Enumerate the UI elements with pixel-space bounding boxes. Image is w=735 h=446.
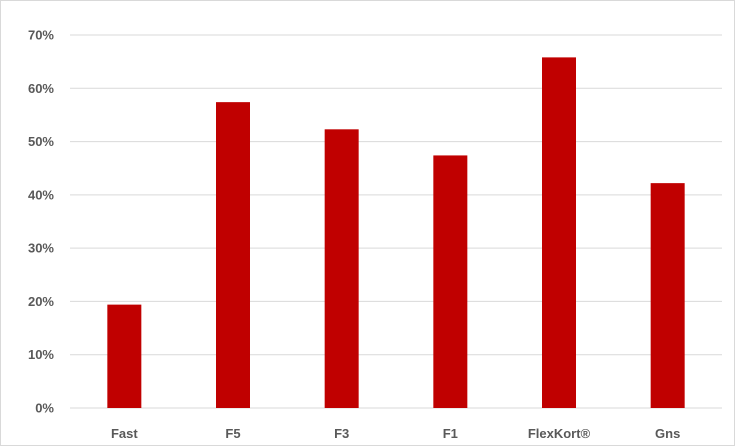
y-axis-tick-labels: 0% 10% 20% 30% 40% 50% 60% 70%: [28, 28, 54, 416]
bars: [107, 57, 685, 408]
bar: [107, 304, 142, 408]
bar: [324, 129, 359, 408]
x-category-label: FlexKort®: [528, 426, 591, 441]
bar: [216, 102, 250, 408]
y-tick-label: 70%: [28, 28, 54, 43]
bar: [542, 57, 576, 408]
bar: [650, 183, 685, 408]
y-tick-label: 20%: [28, 294, 54, 309]
gridlines: [70, 34, 722, 409]
bar: [433, 155, 468, 408]
y-tick-label: 0%: [35, 401, 54, 416]
y-tick-label: 40%: [28, 187, 54, 202]
x-axis-category-labels: Fast F5 F3 F1 FlexKort® Gns: [111, 426, 680, 441]
y-tick-label: 50%: [28, 134, 54, 149]
y-tick-label: 10%: [28, 347, 54, 362]
y-tick-label: 30%: [28, 241, 54, 256]
x-category-label: Fast: [111, 426, 138, 441]
x-category-label: F5: [225, 426, 240, 441]
x-category-label: F1: [443, 426, 458, 441]
x-category-label: F3: [334, 426, 349, 441]
y-tick-label: 60%: [28, 81, 54, 96]
x-category-label: Gns: [655, 426, 680, 441]
